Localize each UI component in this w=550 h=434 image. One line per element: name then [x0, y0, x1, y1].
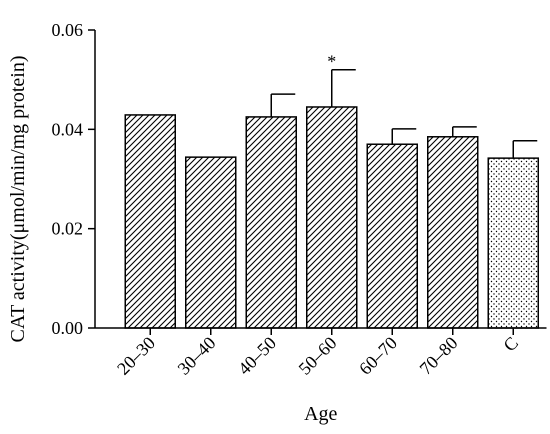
x-tick-label: 60–70 — [355, 333, 401, 379]
x-tick-label: C — [499, 333, 522, 356]
bar-40–50 — [245, 116, 297, 329]
bar-60–70 — [366, 143, 418, 329]
y-tick-label: 0.06 — [52, 20, 84, 40]
y-tick-label: 0.00 — [52, 318, 84, 338]
x-axis-ticks: 20–30 30–40 40–50 50–60 60–70 70–80 C — [113, 328, 522, 379]
x-tick-label: 30–40 — [174, 333, 220, 379]
bar-C — [487, 157, 539, 329]
y-tick-label: 0.04 — [52, 119, 84, 139]
bar-70–80 — [427, 136, 479, 329]
x-tick-label: 70–80 — [416, 333, 462, 379]
bar-20–30 — [124, 114, 176, 329]
x-tick-label: 20–30 — [113, 333, 159, 379]
bar-50–60 — [306, 106, 358, 329]
error-bars: * — [270, 52, 538, 159]
bars — [124, 106, 539, 329]
x-axis-title: Age — [304, 403, 337, 425]
y-axis-ticks: 0.00 0.02 0.04 0.06 — [52, 20, 95, 338]
y-tick-label: 0.02 — [52, 219, 84, 239]
x-tick-label: 50–60 — [295, 333, 341, 379]
bar-30–40 — [185, 156, 237, 329]
x-tick-label: 40–50 — [234, 333, 280, 379]
y-axis-title: CAT activity(μmol/min/mg protein) — [7, 56, 29, 343]
significance-marker: * — [327, 52, 336, 72]
